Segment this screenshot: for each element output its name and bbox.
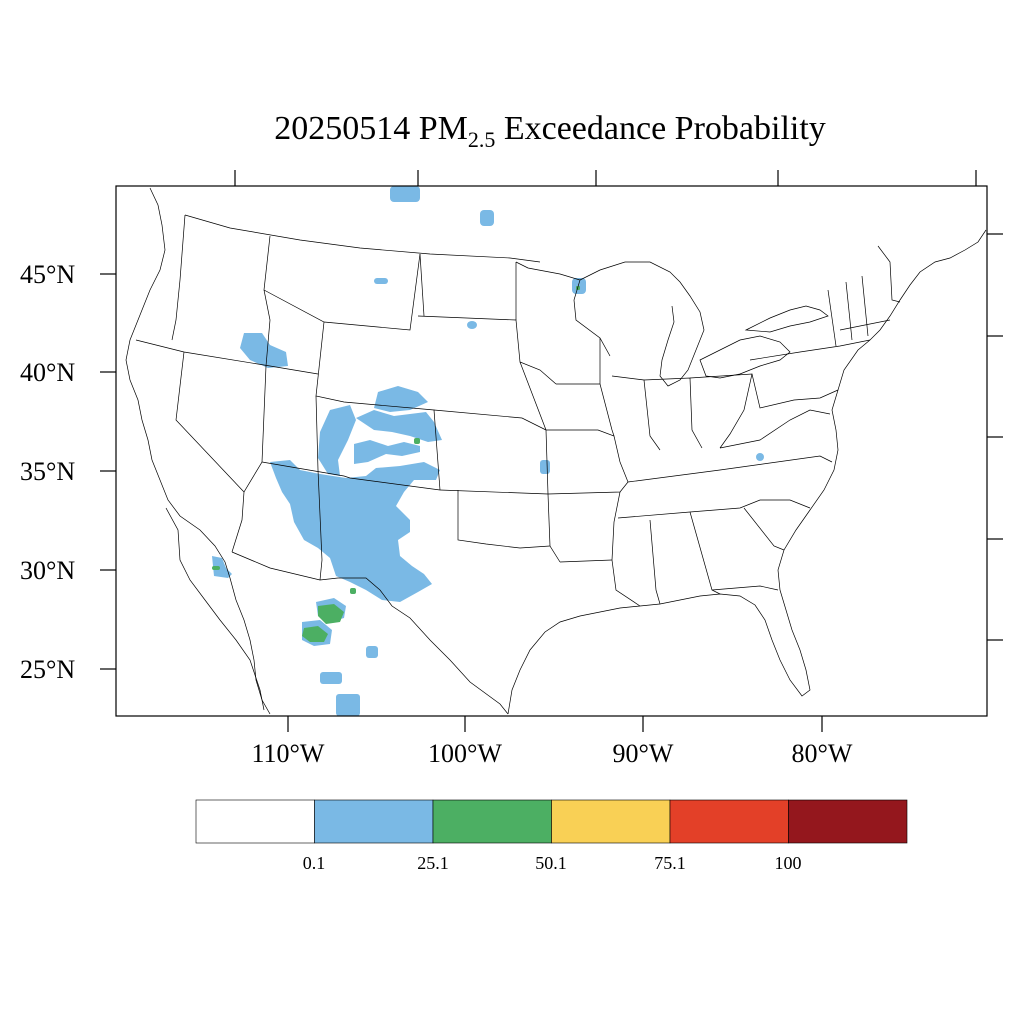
- colorbar-swatch-1: [314, 799, 434, 844]
- colorbar-swatch-4: [669, 799, 789, 844]
- bottom-axis-ticks: [287, 716, 823, 732]
- lat-label-30: 30°N: [20, 556, 75, 585]
- lat-label-40: 40°N: [20, 358, 75, 387]
- colorbar-swatch-3: [551, 799, 671, 844]
- colorbar: [195, 799, 908, 844]
- lon-label-110w: 110°W: [252, 739, 325, 768]
- map-title: 20250514 PM2.5 Exceedance Probability: [0, 110, 1024, 153]
- colorbar-labels: 0.1 25.1 50.1 75.1 100: [303, 853, 802, 873]
- state-and-coast-boundaries: [125, 187, 987, 715]
- prob-25-regions: [212, 186, 764, 716]
- probability-regions: [212, 186, 764, 716]
- lon-label-100w: 100°W: [428, 739, 502, 768]
- lat-label-45: 45°N: [20, 260, 75, 289]
- left-axis-ticks: [100, 273, 116, 670]
- map-frame: [115, 185, 988, 717]
- prob-50-regions: [212, 286, 580, 642]
- colorbar-label-75-1: 75.1: [654, 853, 686, 873]
- colorbar-label-0-1: 0.1: [303, 853, 326, 873]
- lat-label-35: 35°N: [20, 457, 75, 486]
- lon-label-80w: 80°W: [792, 739, 853, 768]
- colorbar-swatch-2: [432, 799, 552, 844]
- right-axis-ticks: [987, 233, 1003, 641]
- colorbar-swatch-5: [788, 799, 908, 844]
- title-date: 20250514: [274, 110, 411, 147]
- colorbar-swatch-0: [195, 799, 315, 844]
- colorbar-label-50-1: 50.1: [535, 853, 567, 873]
- top-axis-ticks: [234, 170, 977, 186]
- colorbar-label-25-1: 25.1: [417, 853, 449, 873]
- title-pm-subscript: 2.5: [467, 126, 496, 152]
- lat-label-25: 25°N: [20, 655, 75, 684]
- title-pm: PM: [418, 110, 468, 147]
- title-rest: Exceedance Probability: [503, 110, 826, 147]
- colorbar-label-100: 100: [775, 853, 802, 873]
- lon-label-90w: 90°W: [613, 739, 674, 768]
